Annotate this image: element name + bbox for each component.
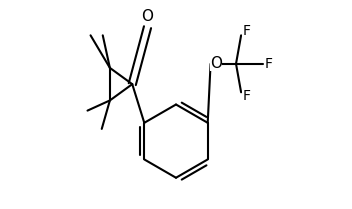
Text: F: F bbox=[242, 24, 250, 38]
Text: F: F bbox=[242, 89, 250, 103]
Text: O: O bbox=[210, 56, 222, 71]
Text: O: O bbox=[142, 9, 153, 23]
Text: F: F bbox=[265, 57, 272, 71]
